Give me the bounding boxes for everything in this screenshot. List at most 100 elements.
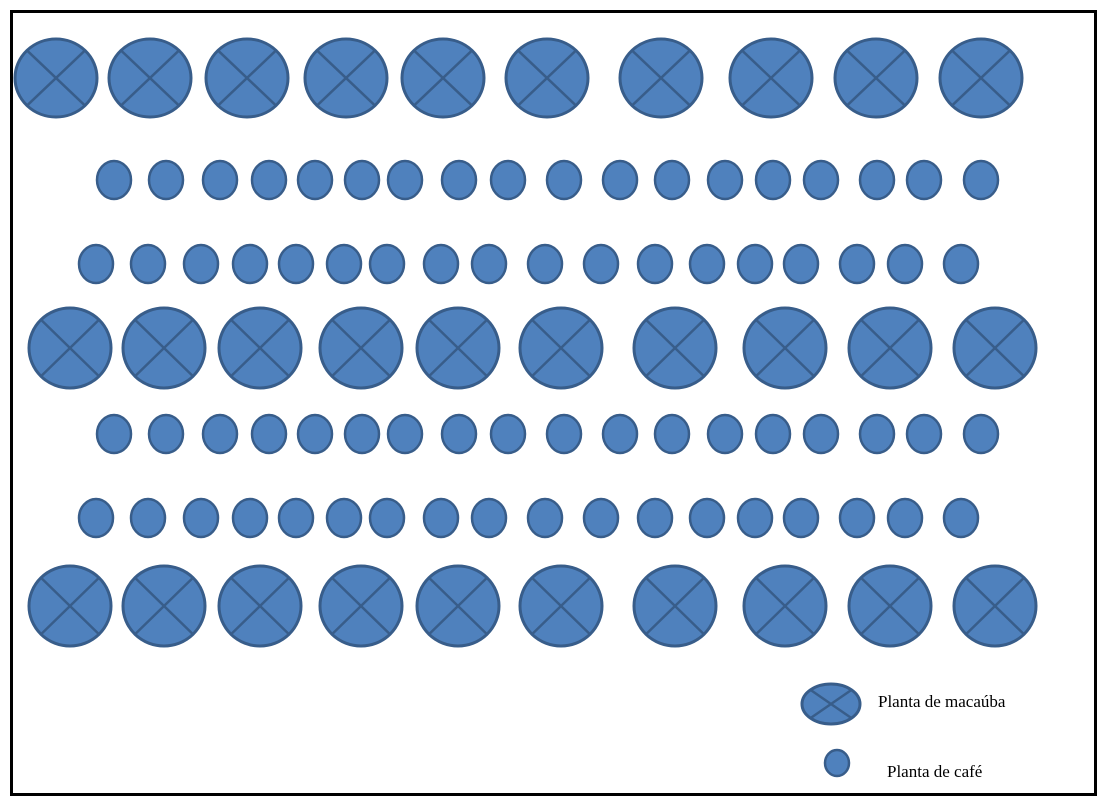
cafe-plant-r2-15 [782,243,820,285]
cafe-plant-r4-3 [182,497,220,539]
cafe-plant-r3-12 [653,413,691,455]
macauba-plant-r3-2 [121,564,207,648]
cafe-plant-r3-10 [545,413,583,455]
cafe-plant-r1-1 [95,159,133,201]
cafe-plant-r2-1 [77,243,115,285]
cafe-plant-r1-9 [489,159,527,201]
cafe-plant-r2-3 [182,243,220,285]
cafe-plant-r4-2 [129,497,167,539]
cafe-plant-r1-5 [296,159,334,201]
cafe-plant-r3-9 [489,413,527,455]
cafe-plant-r1-2 [147,159,185,201]
macauba-plant-r2-5 [415,306,501,390]
macauba-plant-r3-5 [415,564,501,648]
diagram-frame [10,10,1097,796]
macauba-plant-r1-7 [618,37,704,119]
cafe-plant-r2-12 [636,243,674,285]
macauba-plant-r1-9 [833,37,919,119]
cafe-plant-r3-8 [440,413,478,455]
cafe-plant-r4-12 [636,497,674,539]
cafe-plant-r4-16 [838,497,876,539]
macauba-plant-r3-1 [27,564,113,648]
cafe-plant-r4-14 [736,497,774,539]
cafe-plant-r2-6 [325,243,363,285]
cafe-plant-r1-10 [545,159,583,201]
cafe-plant-r1-12 [653,159,691,201]
cafe-plant-r4-5 [277,497,315,539]
cafe-plant-r1-11 [601,159,639,201]
cafe-plant-r4-13 [688,497,726,539]
cafe-plant-r1-17 [905,159,943,201]
cafe-plant-r4-6 [325,497,363,539]
cafe-plant-r2-7 [368,243,406,285]
cafe-plant-r2-10 [526,243,564,285]
cafe-plant-r1-15 [802,159,840,201]
macauba-plant-r2-9 [847,306,933,390]
macauba-plant-r1-4 [303,37,389,119]
cafe-plant-r3-16 [858,413,896,455]
macauba-plant-r2-1 [27,306,113,390]
cafe-plant-r3-17 [905,413,943,455]
macauba-plant-r3-3 [217,564,303,648]
legend-macauba-label: Planta de macaúba [878,692,1006,711]
cafe-plant-r1-16 [858,159,896,201]
cafe-plant-r1-18 [962,159,1000,201]
cafe-plant-r1-7 [386,159,424,201]
macauba-plant-r2-4 [318,306,404,390]
macauba-plant-r1-8 [728,37,814,119]
cafe-plant-r4-11 [582,497,620,539]
cafe-plant-r2-5 [277,243,315,285]
cafe-plant-r4-8 [422,497,460,539]
cafe-plant-r1-14 [754,159,792,201]
cafe-plant-r2-16 [838,243,876,285]
cafe-plant-r2-8 [422,243,460,285]
legend-cafe-symbol [823,748,851,778]
cafe-plant-r3-6 [343,413,381,455]
cafe-plant-r3-4 [250,413,288,455]
macauba-plant-r3-9 [847,564,933,648]
macauba-plant-r2-8 [742,306,828,390]
macauba-plant-r2-7 [632,306,718,390]
macauba-plant-r1-10 [938,37,1024,119]
macauba-plant-r1-3 [204,37,290,119]
macauba-plant-r3-10 [952,564,1038,648]
macauba-plant-r3-6 [518,564,604,648]
cafe-plant-r3-13 [706,413,744,455]
cafe-plant-r3-15 [802,413,840,455]
cafe-plant-r4-4 [231,497,269,539]
cafe-plant-r3-11 [601,413,639,455]
cafe-plant-r2-11 [582,243,620,285]
cafe-plant-r1-8 [440,159,478,201]
cafe-plant-r2-17 [886,243,924,285]
cafe-plant-r2-14 [736,243,774,285]
legend-macauba-symbol [800,682,862,726]
macauba-plant-r2-6 [518,306,604,390]
cafe-plant-r1-3 [201,159,239,201]
cafe-plant-r2-4 [231,243,269,285]
cafe-plant-r4-1 [77,497,115,539]
cafe-plant-r3-7 [386,413,424,455]
macauba-plant-r3-8 [742,564,828,648]
cafe-plant-r4-17 [886,497,924,539]
macauba-plant-r1-6 [504,37,590,119]
cafe-plant-r4-10 [526,497,564,539]
cafe-plant-r2-13 [688,243,726,285]
legend-cafe-label: Planta de café [887,762,983,781]
cafe-plant-r4-9 [470,497,508,539]
macauba-plant-r3-7 [632,564,718,648]
cafe-plant-r3-14 [754,413,792,455]
macauba-plant-r2-3 [217,306,303,390]
cafe-plant-r4-7 [368,497,406,539]
macauba-plant-r1-2 [107,37,193,119]
macauba-plant-r2-10 [952,306,1038,390]
cafe-plant-r3-3 [201,413,239,455]
cafe-plant-r3-2 [147,413,185,455]
cafe-plant-r4-18 [942,497,980,539]
cafe-plant-r1-13 [706,159,744,201]
cafe-plant-r2-2 [129,243,167,285]
cafe-plant-r2-18 [942,243,980,285]
macauba-plant-r3-4 [318,564,404,648]
macauba-plant-r1-5 [400,37,486,119]
cafe-plant-r1-4 [250,159,288,201]
